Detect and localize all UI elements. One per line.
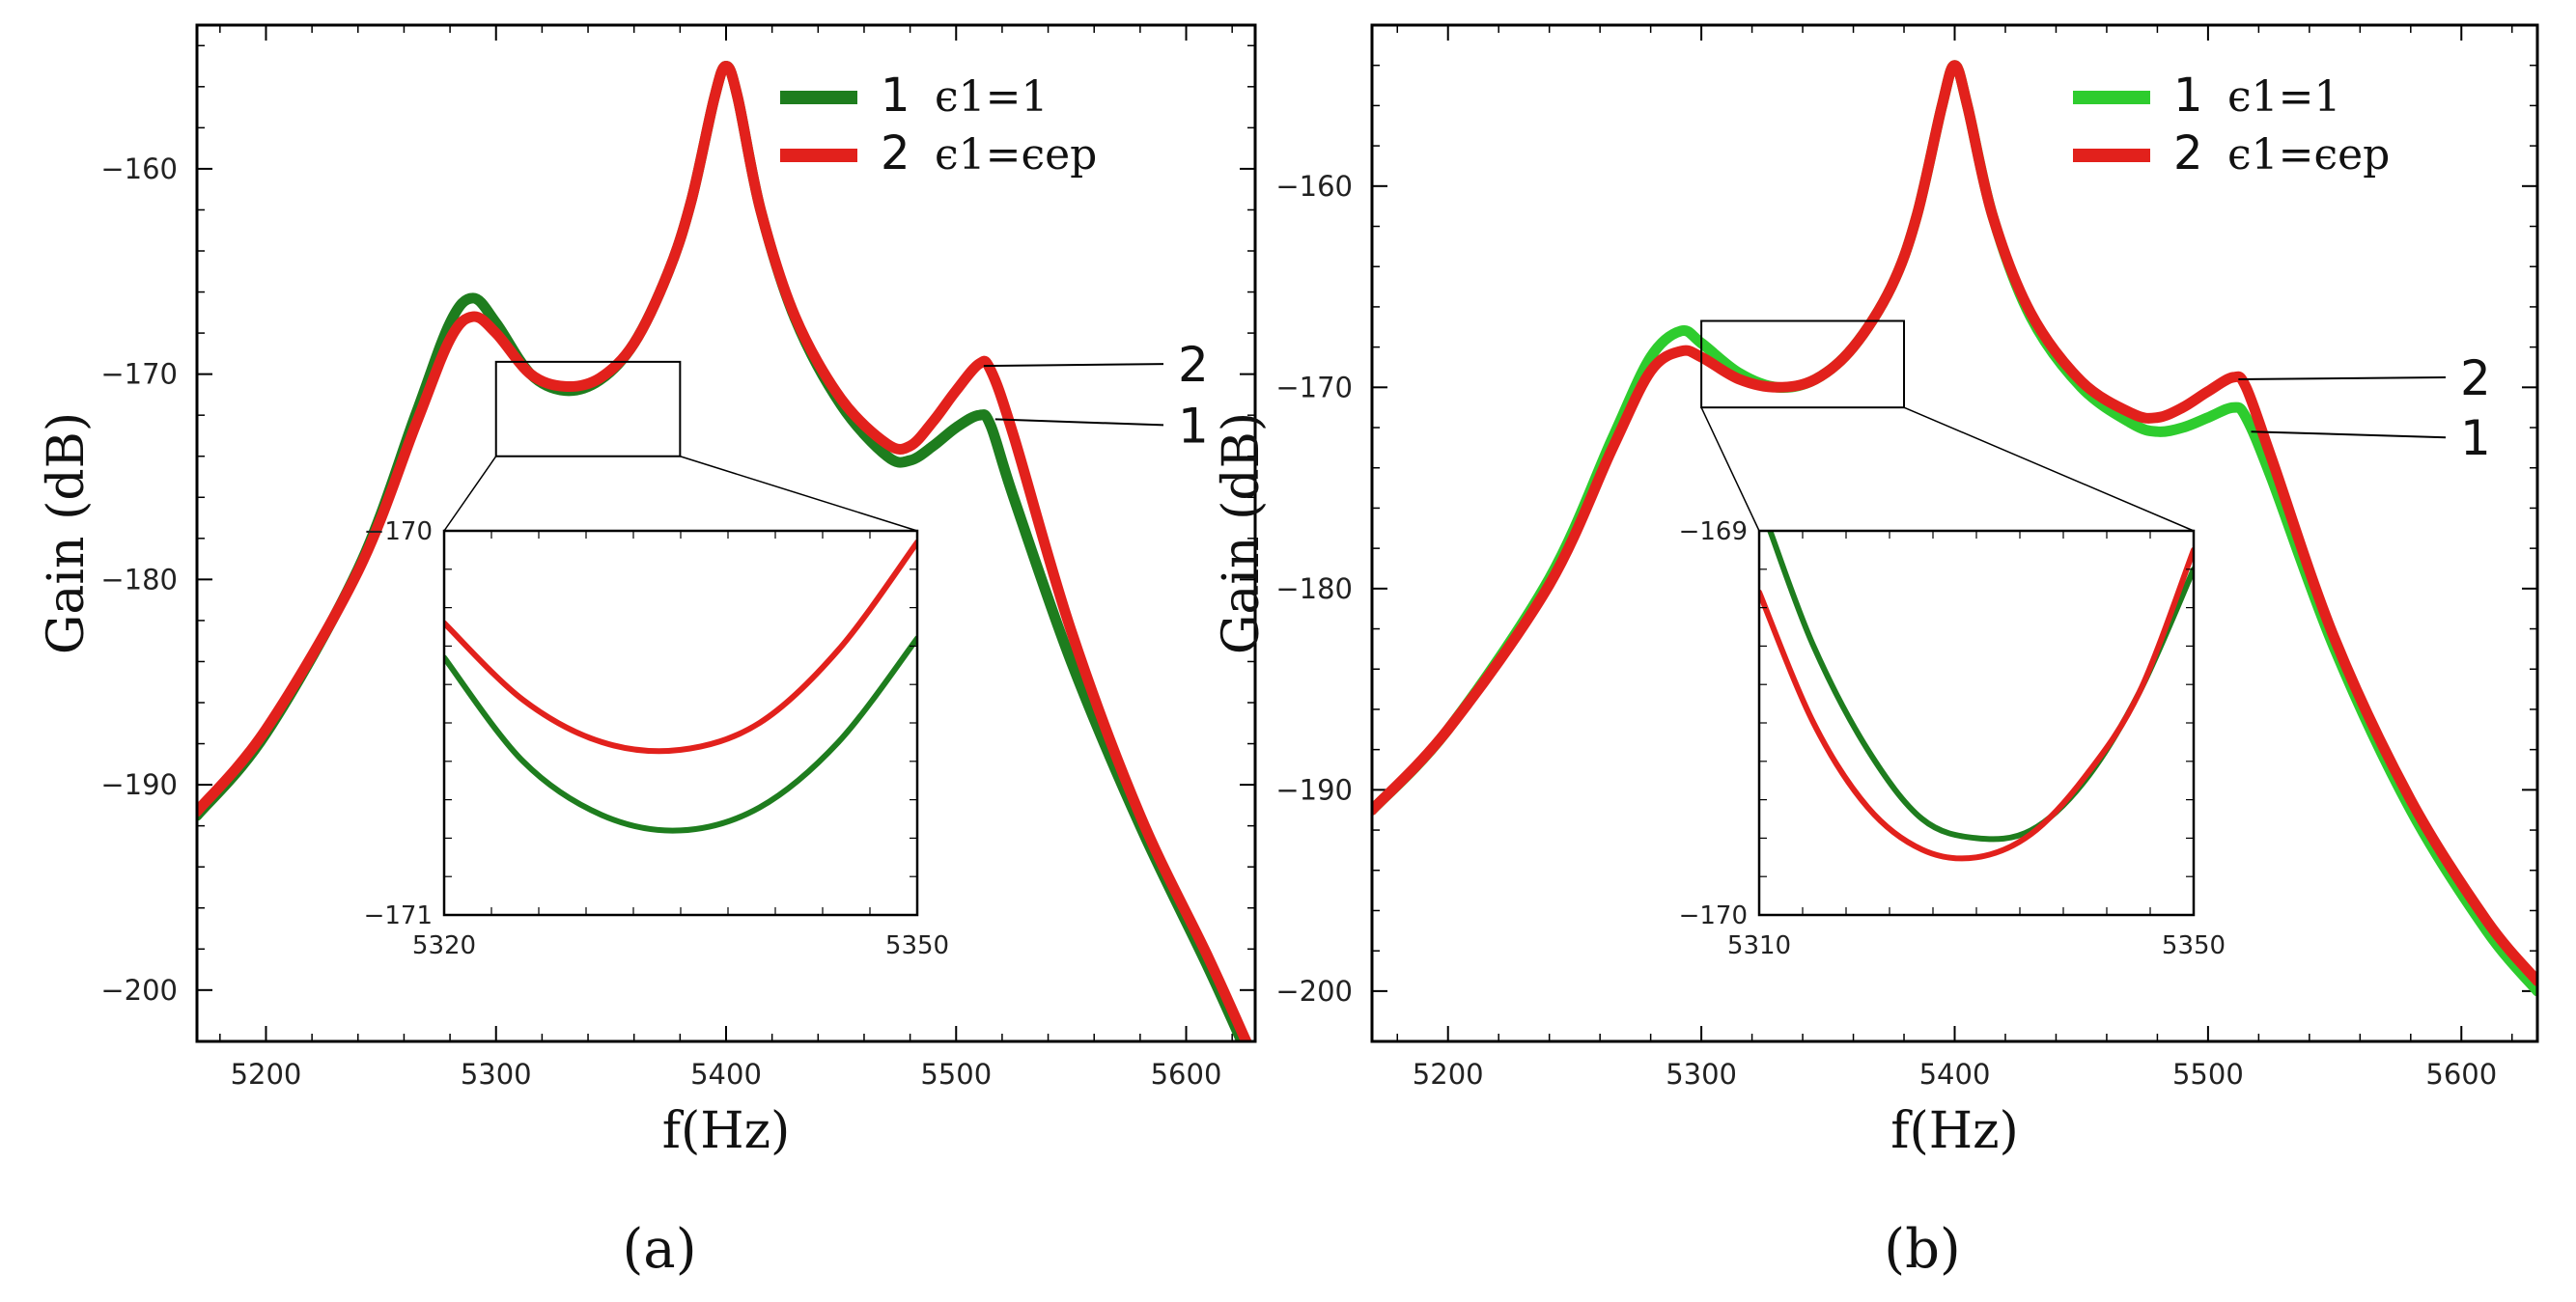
legend-expression-2: ϵ1=ϵep [935, 130, 1097, 180]
x-tick-label: 5300 [1666, 1058, 1737, 1091]
series-2-line [1372, 60, 2537, 986]
inset-y-tick-label: −170 [1679, 901, 1748, 930]
panel-label: (a) [622, 1218, 696, 1281]
x-axis-label: f(Hz) [662, 1102, 791, 1160]
callout-label-2: 2 [1178, 337, 1209, 393]
legend-expression-1: ϵ1=1 [935, 72, 1049, 122]
inset-x-tick-label: 5320 [412, 931, 476, 960]
y-axis-label: Gain (dB) [38, 412, 96, 654]
panel-b: 5200 5300 5400 5500 5600 −160 −170 −180 −190 −200… [1213, 23, 2539, 1281]
x-tick-label: 5400 [690, 1058, 762, 1091]
callout-line-1 [994, 418, 1164, 427]
inset-series-1-line [444, 635, 917, 834]
x-tick-label: 5500 [920, 1058, 992, 1091]
inset-y-tick-label: −171 [364, 901, 433, 930]
y-tick-label: −160 [100, 152, 178, 185]
y-tick-label: −190 [100, 768, 178, 801]
inset-x-tick-label: 5310 [1727, 931, 1791, 960]
x-tick-label: 5200 [231, 1058, 302, 1091]
callout-label-2: 2 [2460, 350, 2491, 406]
zoom-connector [680, 456, 918, 532]
y-tick-label: −200 [1275, 975, 1353, 1008]
legend-number-1: 1 [2173, 69, 2203, 123]
inset-background [444, 531, 917, 915]
inset-series-2-line [1759, 546, 2194, 862]
x-tick-label: 5600 [2425, 1058, 2497, 1091]
plot-frame [195, 23, 1257, 1043]
x-axis-label: f(Hz) [1890, 1102, 2019, 1160]
zoom-connector [1903, 406, 2195, 532]
zoom-connector [443, 456, 497, 532]
panel-a: 5200 5300 5400 5500 5600 −160 −170 −180 −190 −200… [38, 23, 1257, 1281]
inset-series-2-line [444, 539, 917, 755]
x-tick-label: 5400 [1919, 1058, 1991, 1091]
x-tick-label: 5500 [2172, 1058, 2244, 1091]
x-tick-label: 5600 [1151, 1058, 1222, 1091]
series-2-line [197, 61, 1252, 1041]
zoom-box [1700, 319, 1906, 409]
y-tick-label: −180 [100, 563, 178, 596]
y-tick-label: −190 [1275, 773, 1353, 806]
callout-label-1: 1 [1178, 398, 1209, 454]
legend-expression-2: ϵ1=ϵep [2227, 130, 2390, 180]
zoom-connector [1700, 406, 1760, 532]
callout-label-1: 1 [2460, 410, 2491, 466]
y-axis-label: Gain (dB) [1213, 412, 1271, 654]
y-tick-label: −170 [1275, 371, 1353, 403]
y-tick-label: −200 [100, 974, 178, 1007]
panel-label: (b) [1884, 1218, 1961, 1281]
plot-frame [1370, 23, 2539, 1043]
legend-number-2: 2 [881, 126, 910, 180]
legend-expression-1: ϵ1=1 [2227, 72, 2341, 122]
y-tick-label: −170 [100, 358, 178, 391]
y-tick-label: −180 [1275, 572, 1353, 605]
legend-number-1: 1 [881, 69, 910, 123]
inset-x-tick-label: 5350 [885, 931, 949, 960]
inset-y-tick-label: −170 [364, 517, 433, 546]
callout-line-2 [983, 363, 1164, 368]
inset-x-tick-label: 5350 [2162, 931, 2226, 960]
inset-frame [442, 529, 919, 917]
legend-number-2: 2 [2173, 126, 2203, 180]
x-tick-label: 5300 [461, 1058, 532, 1091]
callout-line-2 [2238, 375, 2447, 380]
inset-y-tick-label: −169 [1679, 517, 1748, 546]
x-tick-label: 5200 [1413, 1058, 1484, 1091]
y-tick-label: −160 [1275, 170, 1353, 203]
zoom-box [494, 360, 682, 457]
callout-line-1 [2251, 430, 2447, 439]
inset-frame [1757, 529, 2196, 917]
